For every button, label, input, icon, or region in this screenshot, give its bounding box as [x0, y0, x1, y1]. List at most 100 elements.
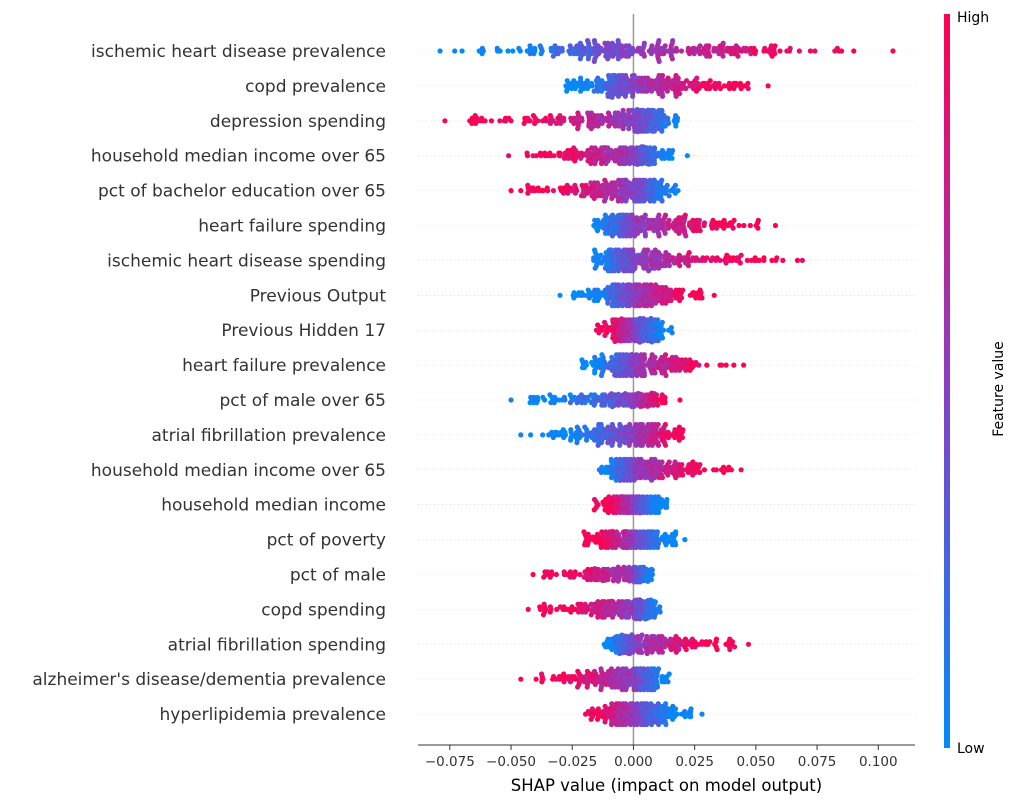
shap-point	[682, 537, 688, 543]
shap-point	[522, 115, 528, 121]
shap-point	[550, 188, 557, 194]
shap-point	[602, 507, 608, 513]
shap-point	[623, 43, 629, 49]
shap-point	[579, 357, 585, 363]
shap-point	[659, 335, 666, 341]
shap-point	[591, 297, 597, 304]
shap-point	[683, 233, 689, 239]
shap-point	[662, 230, 668, 236]
shap-point	[572, 182, 578, 188]
shap-point	[729, 639, 736, 645]
shap-point	[697, 462, 703, 468]
shap-point	[686, 250, 692, 256]
shap-point	[591, 38, 598, 44]
shap-point	[510, 48, 516, 54]
shap-point	[602, 212, 608, 218]
shap-point	[727, 646, 733, 653]
shap-point	[516, 45, 522, 52]
shap-point	[601, 225, 607, 231]
shap-point	[670, 38, 676, 44]
shap-point	[777, 48, 783, 54]
shap-point	[644, 633, 650, 640]
shap-point	[666, 671, 672, 677]
shap-point	[606, 123, 612, 129]
shap-point	[659, 475, 666, 481]
shap-point	[659, 93, 666, 99]
shap-point	[605, 110, 612, 116]
shap-point	[602, 230, 609, 236]
shap-point	[570, 292, 576, 298]
shap-point	[683, 85, 689, 92]
shap-point	[585, 158, 591, 164]
shap-point	[696, 217, 702, 223]
shap-point	[720, 40, 726, 46]
shap-point	[713, 467, 719, 473]
shap-point	[675, 188, 681, 194]
shap-point	[575, 110, 581, 116]
shap-point	[649, 571, 656, 578]
shap-point	[542, 569, 548, 575]
shap-point	[553, 571, 559, 578]
shap-point	[651, 177, 657, 183]
shap-point	[704, 362, 710, 368]
shap-point	[652, 599, 658, 605]
shap-point	[605, 300, 611, 306]
shap-point	[615, 38, 621, 44]
shap-point	[694, 75, 700, 81]
shap-point	[585, 110, 591, 116]
shap-point	[656, 38, 662, 44]
shap-point	[672, 542, 679, 548]
shap-point	[674, 115, 681, 121]
shap-point	[666, 263, 672, 269]
shap-point	[673, 123, 679, 129]
shap-point	[530, 113, 537, 119]
shap-point	[527, 43, 533, 49]
shap-point	[723, 362, 729, 368]
shap-point	[616, 177, 622, 183]
shap-point	[678, 295, 685, 301]
shap-point	[673, 529, 679, 535]
shap-point	[554, 606, 560, 613]
shap-point	[707, 53, 713, 59]
shap-point	[731, 362, 737, 368]
shap-point	[745, 85, 751, 92]
shap-point	[603, 464, 610, 470]
shap-point	[660, 327, 667, 333]
shap-point	[609, 421, 615, 428]
shap-point	[548, 400, 554, 406]
shap-point	[649, 567, 655, 573]
shap-point	[609, 354, 615, 360]
shap-point	[564, 88, 570, 94]
shap-point	[642, 233, 649, 239]
shap-point	[547, 609, 553, 615]
shap-point	[567, 392, 573, 398]
shap-point	[772, 222, 779, 229]
shap-point	[655, 317, 661, 323]
shap-point	[741, 222, 747, 229]
shap-point	[602, 265, 608, 271]
shap-point	[591, 507, 597, 513]
shap-point	[602, 177, 608, 183]
shap-point	[696, 362, 702, 368]
shap-point	[664, 496, 670, 503]
shap-point	[714, 646, 720, 653]
shap-point	[711, 45, 717, 52]
shap-point	[680, 287, 686, 293]
shap-point	[677, 91, 683, 97]
shap-point	[610, 578, 617, 584]
shap-point	[525, 606, 531, 613]
shap-point	[682, 212, 688, 218]
shap-point	[707, 639, 713, 645]
shap-point	[552, 43, 558, 49]
shap-point	[683, 646, 689, 653]
shap-point	[659, 649, 665, 655]
shap-point	[577, 56, 583, 62]
shap-point	[655, 666, 662, 672]
shap-point	[666, 459, 672, 465]
shap-point	[610, 317, 616, 323]
shap-point	[697, 228, 703, 234]
shap-point	[774, 255, 780, 261]
shap-point	[669, 155, 675, 161]
shap-point	[544, 185, 550, 191]
shap-point	[591, 247, 598, 253]
